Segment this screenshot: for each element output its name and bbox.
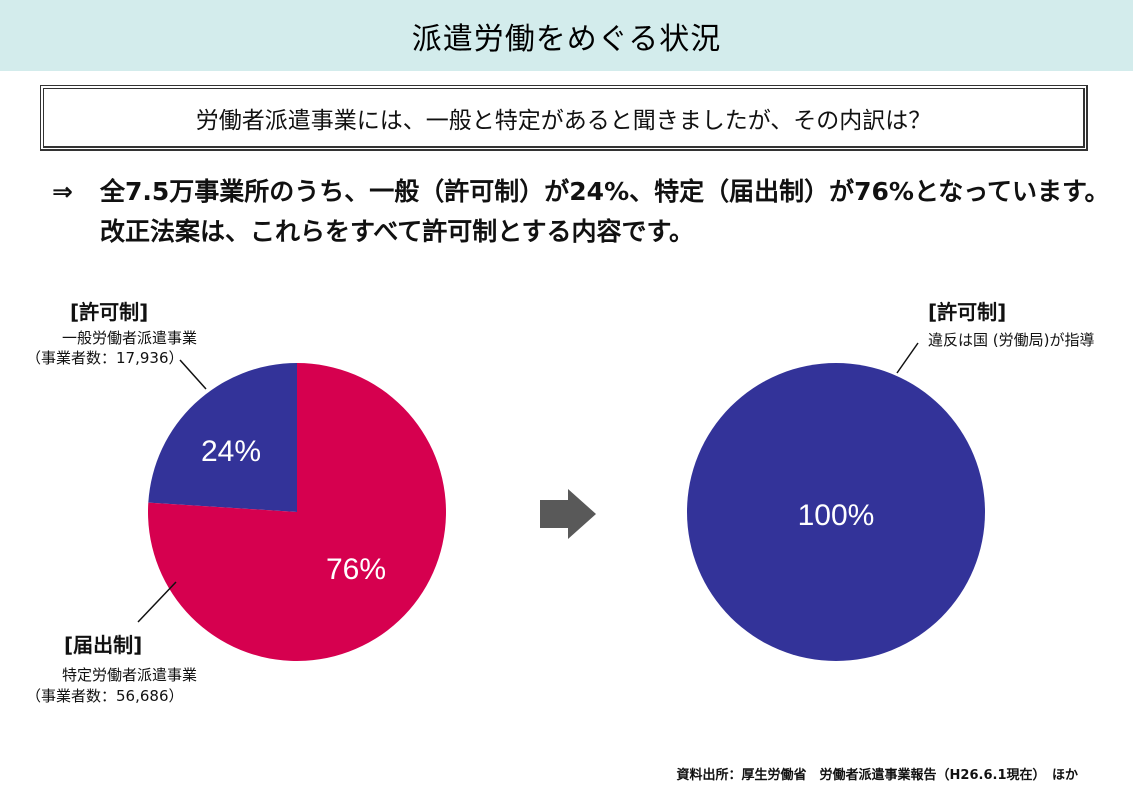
pie0-value-label-1: 76%: [326, 553, 386, 586]
pie1-slice-0: [687, 363, 985, 661]
pie0-slice-1: [148, 363, 447, 661]
question-box: 労働者派遣事業には、一般と特定があると聞きましたが、その内訳は？: [40, 85, 1088, 151]
answer-line-2: 改正法案は、これらをすべて許可制とする内容です。: [100, 217, 695, 246]
implies-arrow-icon: ⇒: [52, 177, 73, 206]
left-notify-leader-line: [137, 581, 177, 623]
right-arrow-icon: [540, 489, 596, 539]
left-license-sub1: 一般労働者派遣事業: [62, 329, 198, 347]
question-text: 労働者派遣事業には、一般と特定があると聞きましたが、その内訳は？: [195, 107, 932, 134]
left-license-count: （事業者数：17,936）: [26, 349, 184, 367]
answer-text-block: ⇒ 全7.5万事業所のうち、一般（許可制）が24%、特定（届出制）が76%となって…: [52, 172, 1112, 252]
page-title: 派遣労働をめぐる状況: [411, 21, 722, 57]
left-pie-chart: 24% 76%: [148, 363, 447, 661]
title-bar: 派遣労働をめぐる状況: [0, 0, 1133, 71]
answer-line-1: ⇒ 全7.5万事業所のうち、一般（許可制）が24%、特定（届出制）が76%となって…: [52, 172, 1112, 212]
right-license-sub: 違反は国 (労働局)が指導: [928, 331, 1095, 349]
right-license-label: [許可制]: [928, 300, 1007, 324]
left-notify-count: （事業者数：56,686）: [26, 687, 184, 705]
pie1-value-label-0: 100%: [798, 499, 875, 532]
right-license-leader-line: [896, 342, 919, 374]
answer-line-1-text: 全7.5万事業所のうち、一般（許可制）が24%、特定（届出制）が76%となってい…: [100, 177, 1110, 206]
pie0-value-label-0: 24%: [201, 435, 261, 468]
left-license-label: [許可制]: [70, 300, 149, 324]
left-notify-label: [届出制]: [64, 633, 143, 657]
left-notify-sub1: 特定労働者派遣事業: [62, 666, 198, 684]
left-license-leader-line: [179, 359, 207, 390]
right-pie-chart: 100%: [687, 363, 985, 661]
pie0-slice-0: [148, 363, 297, 512]
source-note: 資料出所：厚生労働省 労働者派遣事業報告（H26.6.1現在） ほか: [676, 768, 1078, 783]
